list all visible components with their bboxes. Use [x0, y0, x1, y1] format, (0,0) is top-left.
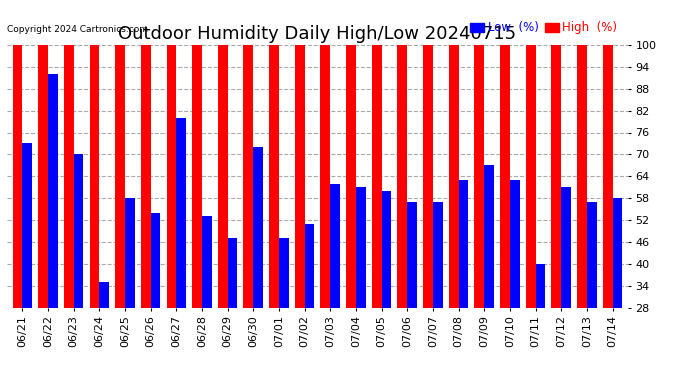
Bar — [269, 45, 279, 375]
Bar — [372, 45, 382, 375]
Bar — [561, 187, 571, 375]
Bar — [586, 202, 597, 375]
Bar — [423, 45, 433, 375]
Bar — [397, 45, 407, 375]
Legend: Low  (%), High  (%): Low (%), High (%) — [465, 17, 622, 39]
Bar — [535, 264, 545, 375]
Bar — [193, 45, 202, 375]
Bar — [320, 45, 331, 375]
Bar — [500, 45, 510, 375]
Bar — [382, 191, 391, 375]
Bar — [484, 165, 494, 375]
Bar — [64, 45, 74, 375]
Bar — [459, 180, 469, 375]
Bar — [218, 45, 228, 375]
Bar — [202, 216, 212, 375]
Bar — [99, 282, 109, 375]
Text: Copyright 2024 Cartronics.com: Copyright 2024 Cartronics.com — [7, 26, 148, 34]
Bar — [228, 238, 237, 375]
Bar — [115, 45, 125, 375]
Bar — [279, 238, 288, 375]
Bar — [295, 45, 304, 375]
Bar — [12, 45, 22, 375]
Bar — [433, 202, 442, 375]
Bar — [22, 144, 32, 375]
Bar — [526, 45, 535, 375]
Bar — [577, 45, 586, 375]
Bar — [141, 45, 150, 375]
Bar — [166, 45, 176, 375]
Bar — [74, 154, 83, 375]
Title: Outdoor Humidity Daily High/Low 20240715: Outdoor Humidity Daily High/Low 20240715 — [119, 26, 516, 44]
Bar — [253, 147, 263, 375]
Bar — [244, 45, 253, 375]
Bar — [448, 45, 459, 375]
Bar — [150, 213, 160, 375]
Bar — [48, 74, 58, 375]
Bar — [38, 45, 48, 375]
Bar — [613, 198, 622, 375]
Bar — [510, 180, 520, 375]
Bar — [125, 198, 135, 375]
Bar — [551, 45, 561, 375]
Bar — [407, 202, 417, 375]
Bar — [356, 187, 366, 375]
Bar — [603, 45, 613, 375]
Bar — [475, 45, 484, 375]
Bar — [90, 45, 99, 375]
Bar — [331, 183, 340, 375]
Bar — [176, 118, 186, 375]
Bar — [346, 45, 356, 375]
Bar — [304, 224, 315, 375]
